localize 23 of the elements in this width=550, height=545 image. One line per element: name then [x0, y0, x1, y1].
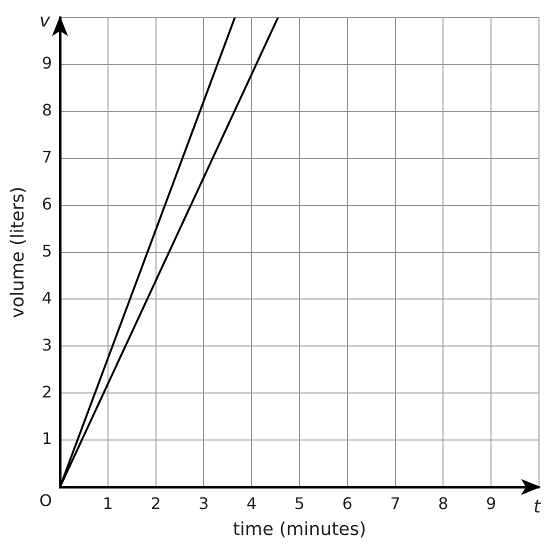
y-axis-title: volume (liters) — [7, 186, 28, 318]
y-tick-label: 6 — [42, 194, 52, 214]
x-tick-label: 4 — [246, 494, 257, 513]
y-tick-label: 8 — [42, 100, 52, 120]
x-axis-title: time (minutes) — [232, 518, 366, 540]
x-tick-label: 3 — [198, 494, 209, 513]
x-tick-label: 9 — [486, 494, 496, 513]
x-tick-label: 8 — [438, 494, 448, 513]
y-tick-label: 4 — [42, 288, 52, 308]
x-tick-label: 1 — [102, 494, 113, 513]
y-tick-label: 7 — [42, 148, 52, 167]
y-tick-label: 3 — [42, 335, 52, 354]
x-tick-label: 2 — [150, 494, 161, 513]
y-tick-label: 1 — [42, 429, 52, 448]
annotation: O — [39, 491, 52, 510]
y-tick-label: 5 — [42, 241, 52, 260]
text: v — [39, 10, 50, 32]
y-tick-label: 2 — [42, 382, 52, 402]
x-tick-label: 5 — [294, 494, 305, 513]
y-tick-label: 9 — [42, 54, 52, 73]
x-tick-label: 7 — [390, 494, 400, 513]
text: t — [533, 496, 542, 518]
x-tick-label: 6 — [342, 494, 352, 513]
